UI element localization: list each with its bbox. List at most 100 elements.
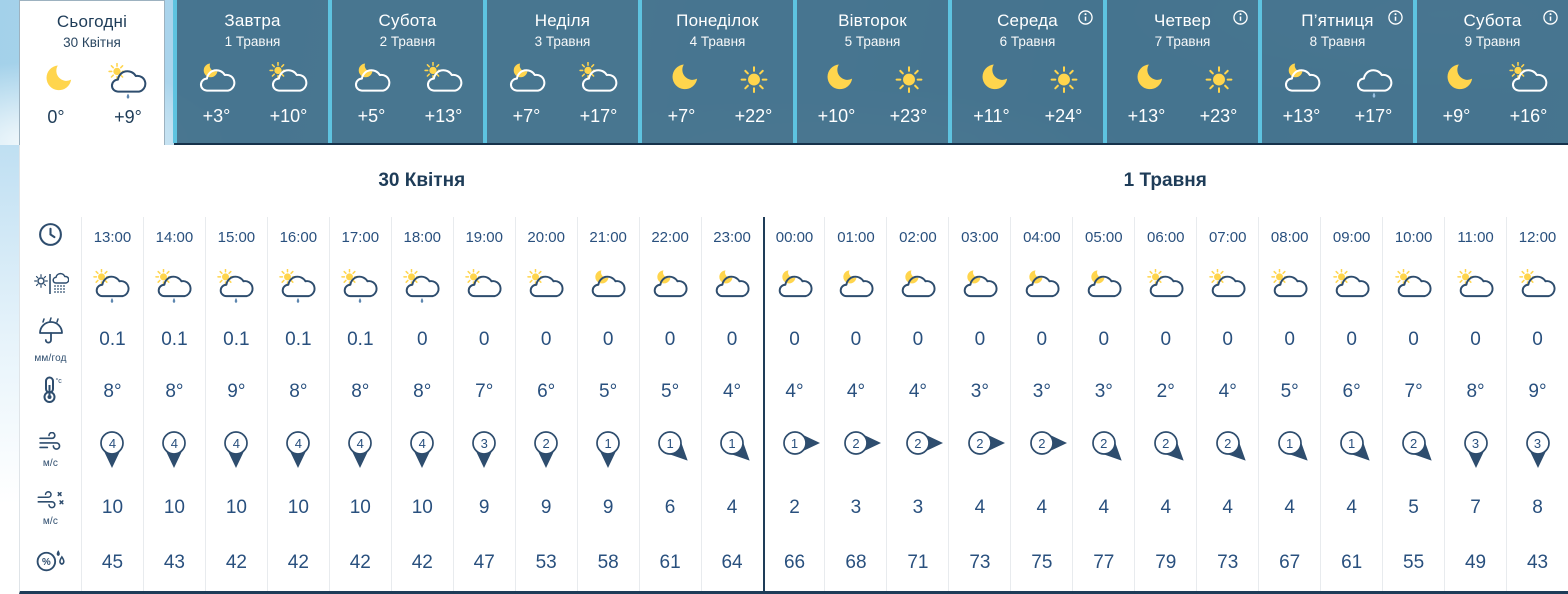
precipitation-cell: 0 [886,315,948,365]
wind-direction-pin: 1 [592,428,624,472]
precipitation-cell: 0 [452,315,515,365]
wind-direction-pin: 1 [1336,428,1370,472]
wind-direction-pin: 4 [406,428,438,472]
temperature-cell: 2° [1134,365,1196,419]
wind-speed-value: 4 [232,435,240,451]
day-card-title: Субота [1463,11,1522,30]
day-card-icons [487,61,638,99]
precipitation-cell: 0 [1134,315,1196,365]
precipitation-cell: 0.1 [81,315,143,365]
gusts-cell: 10 [266,481,329,535]
wind-direction-pin: 2 [964,428,1005,472]
time-cell: 10:00 [1382,217,1444,257]
day-card-0[interactable]: Сьогодні 30 Квітня 0° +9° [19,0,165,145]
night-temp: 0° [47,107,65,127]
sun-cloud-icon [1456,268,1494,297]
wind-speed-value: 2 [914,435,922,451]
info-icon[interactable] [1388,10,1403,25]
time-cell: 11:00 [1444,217,1506,257]
humidity-cell: 66 [762,535,825,591]
precipitation-icon [36,316,66,352]
gusts-cell: 10 [204,481,267,535]
wind-direction-pin: 3 [1522,428,1554,472]
humidity-cell: 61 [1320,535,1382,591]
precipitation-cell: 0 [1196,315,1258,365]
moon-cloud-icon [354,63,390,92]
gusts-cell: 4 [1258,481,1320,535]
wind-cell: 2 [824,419,886,481]
day-temp: +13° [424,106,463,126]
day-card-icons [1107,61,1258,99]
gusts-cell: 3 [824,481,886,535]
time-cell: 20:00 [514,217,577,257]
row-label-wind: м/с [20,419,81,481]
condition-cell [886,257,948,315]
precipitation-cell: 0.1 [266,315,329,365]
day-card-icons [20,62,164,100]
wind-direction-pin: 3 [1460,428,1492,472]
wind-direction-pin: 2 [1398,428,1432,472]
day-card-3[interactable]: Неділя 3 Травня +7° +17° [483,0,638,143]
info-icon[interactable] [1233,10,1248,25]
gusts-cell: 4 [1072,481,1134,535]
time-cell: 09:00 [1320,217,1382,257]
temperature-cell: 8° [328,365,391,419]
wind-direction-pin: 3 [468,428,500,472]
moon-icon [1447,64,1472,90]
wind-cell: 1 [1258,419,1320,481]
wind-cell: 2 [1010,419,1072,481]
wind-cell: 3 [1444,419,1506,481]
moon-cloud-icon [778,269,813,297]
humidity-cell: 64 [700,535,763,591]
day-card-icons [332,61,483,99]
condition-cell [762,257,825,315]
day-card-icons [177,61,328,99]
wind-direction-pin: 2 [840,428,881,472]
moon-cloud-icon [1025,269,1060,297]
day-card-1[interactable]: Завтра 1 Травня +3° +10° [173,0,328,143]
info-icon[interactable] [1543,10,1558,25]
wind-cell: 2 [1382,419,1444,481]
temperature-cell: 8° [266,365,329,419]
condition-cell [1506,257,1568,315]
day-temp: +24° [1044,106,1083,126]
info-icon[interactable] [1078,10,1093,25]
svg-text:%: % [42,557,51,568]
gusts-cell: 10 [390,481,453,535]
wind-cell: 2 [1072,419,1134,481]
precipitation-cell: 0.1 [328,315,391,365]
wind-direction-pin: 1 [716,428,750,472]
moon-cloud-icon [199,63,235,92]
day-card-date: 8 Травня [1309,34,1366,49]
day-card-7[interactable]: Четвер 7 Травня +13° +23° [1103,0,1258,143]
sun-cloud-icon [465,268,502,297]
temperature-cell: 9° [1506,365,1568,419]
moon-cloud-icon [1087,269,1122,297]
day-card-6[interactable]: Середа 6 Травня +11° +24° [948,0,1103,143]
day-card-5[interactable]: Вівторок 5 Травня +10° +23° [793,0,948,143]
day-card-title: Середа [997,11,1058,30]
day-card-date: 2 Травня [379,34,436,49]
temperature-cell: 4° [700,365,763,419]
wind-direction-pin: 2 [1150,428,1184,472]
day-card-2[interactable]: Субота 2 Травня +5° +13° [328,0,483,143]
wind-cell: 1 [700,419,763,481]
precipitation-cell: 0 [700,315,763,365]
wind-cell: 4 [390,419,453,481]
day-temp: +23° [889,106,928,126]
precipitation-cell: 0 [514,315,577,365]
wind-icon [36,431,66,457]
temperature-cell: 4° [1196,365,1258,419]
day-temp: +17° [1354,106,1393,126]
day-card-date: 4 Травня [689,34,746,49]
humidity-cell: 49 [1444,535,1506,591]
day-card-8[interactable]: П’ятниця 8 Травня +13° +17° [1258,0,1413,143]
wind-cell: 1 [638,419,701,481]
condition-cell [390,257,453,315]
wind-cell: 2 [886,419,948,481]
day-card-4[interactable]: Понеділок 4 Травня +7° +22° [638,0,793,143]
day-card-9[interactable]: Субота 9 Травня +9° +16° [1413,0,1568,143]
condition-cell [1382,257,1444,315]
night-temp: +7° [512,106,541,126]
wind-direction-pin: 4 [96,428,128,472]
